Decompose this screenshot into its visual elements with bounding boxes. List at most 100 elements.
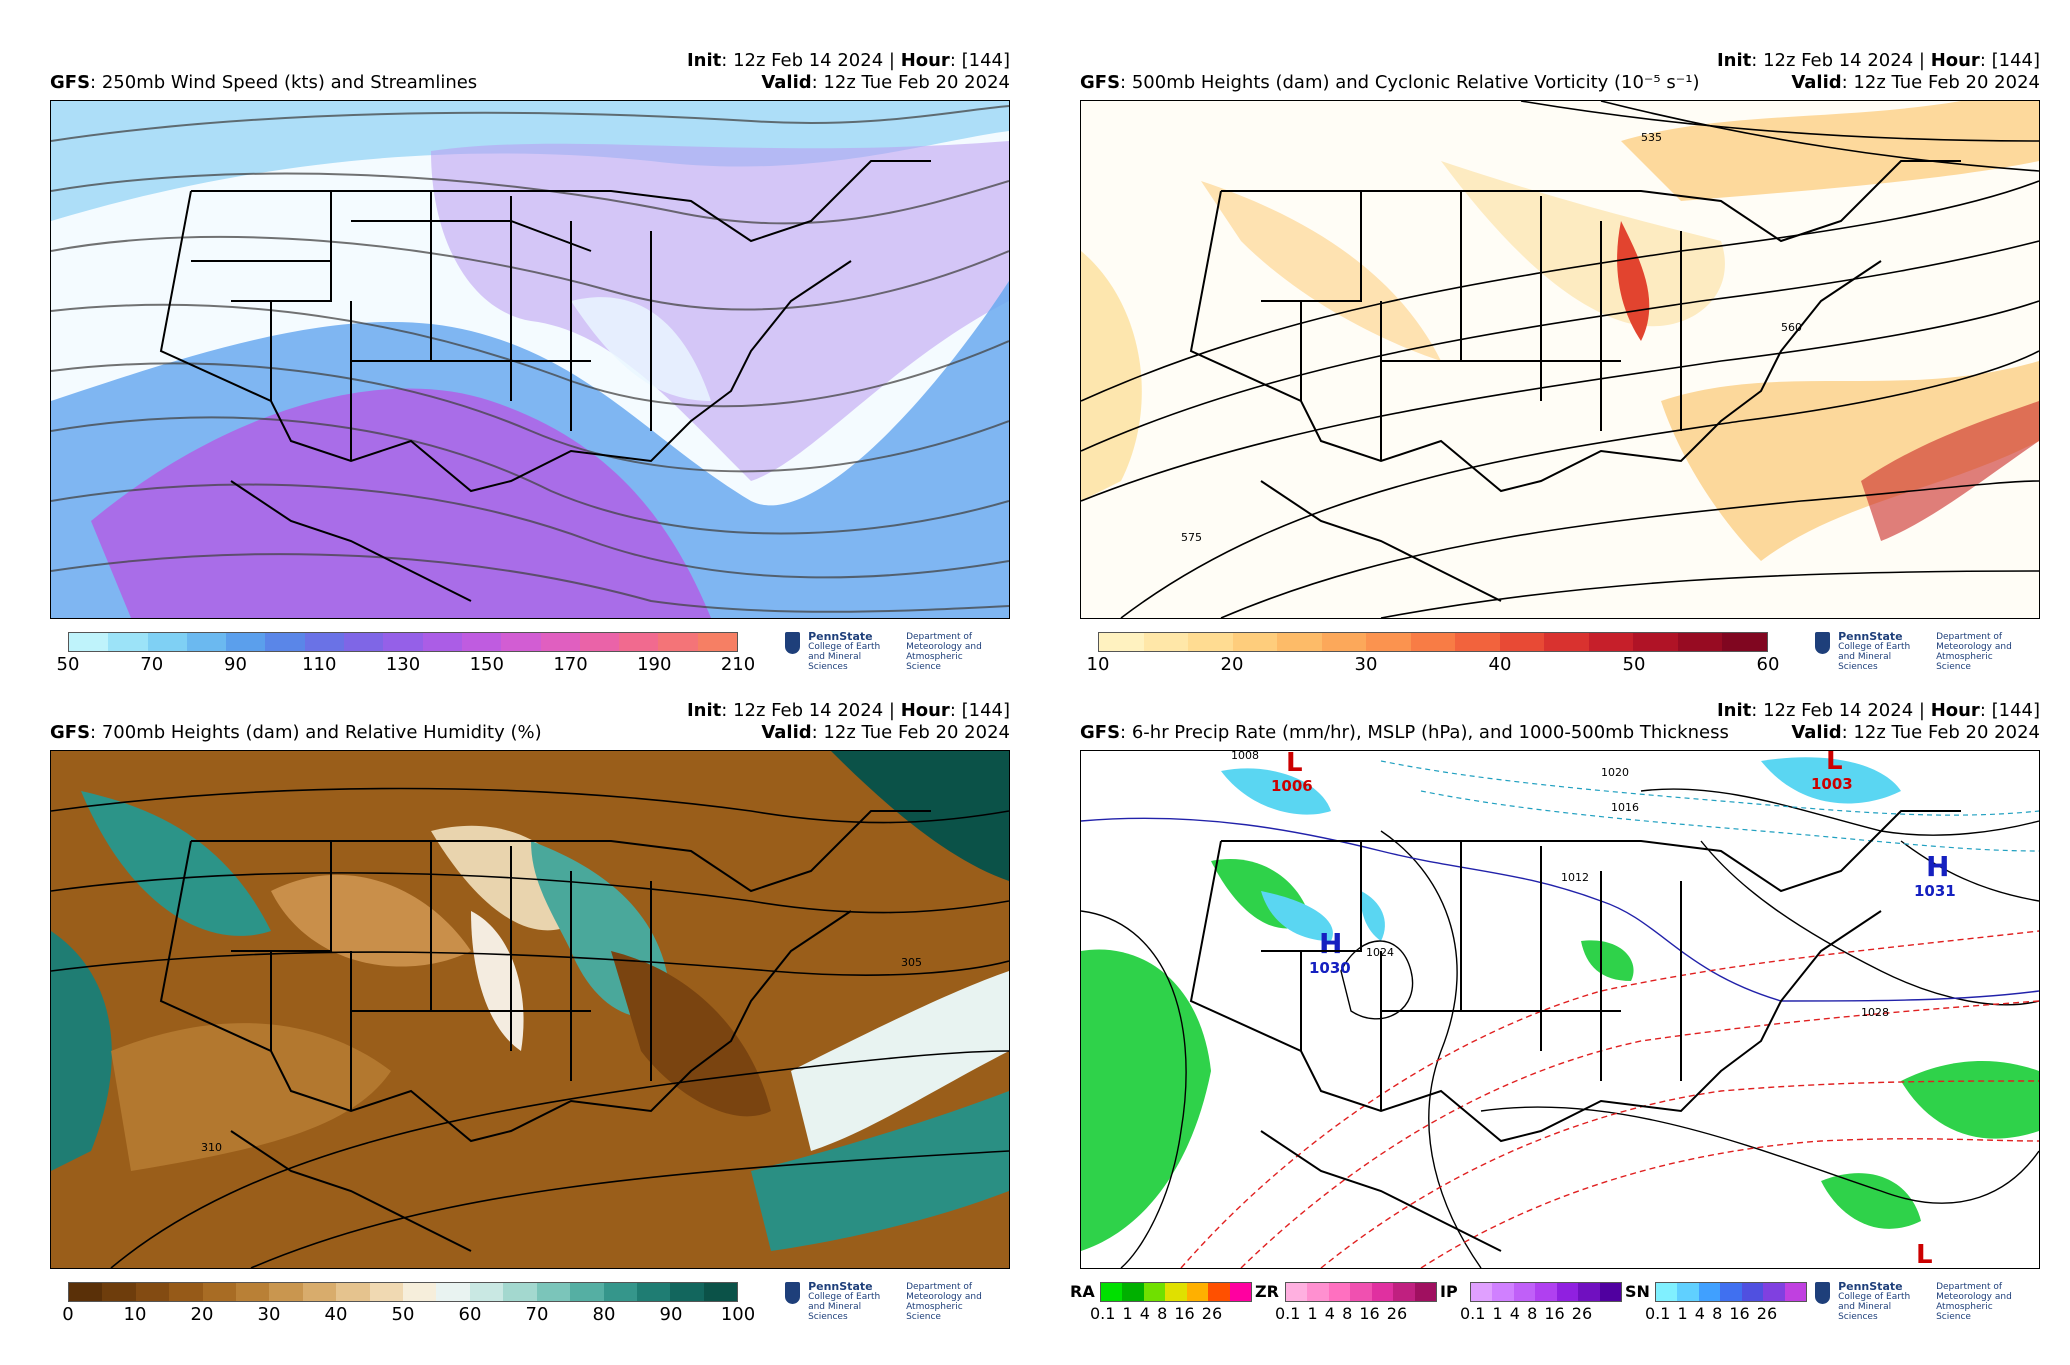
colorbar-swatch — [186, 633, 227, 651]
colorbar-tick-label: 30 — [1354, 654, 1378, 675]
svg-text:1003: 1003 — [1811, 775, 1853, 793]
colorbar-vort500: 10 20 30 40 50 60 — [1087, 632, 1780, 676]
ptype-swatch — [1286, 1283, 1308, 1301]
colorbar-ticks: 0 10 20 30 40 50 60 70 80 90 100 — [62, 1302, 755, 1326]
ptype-swatch — [1186, 1283, 1209, 1301]
ptype-swatch — [1656, 1283, 1678, 1301]
pennstate-logo: PennState College of Earth and Mineral Sci… — [1815, 1281, 2025, 1322]
colorbar-swatch — [269, 1283, 303, 1301]
colorbar-swatch — [102, 1283, 136, 1301]
colorbar-swatch — [236, 1283, 270, 1301]
colorbar-wind250: 50 70 90 110 130 150 170 190 210 — [57, 632, 756, 676]
svg-text:H: H — [1926, 850, 1949, 883]
valid-line: Valid: 12z Tue Feb 20 2024 — [1791, 722, 2040, 743]
colorbar-swatch — [579, 633, 620, 651]
svg-text:L: L — [1826, 751, 1843, 776]
pennstate-logo: PennState College of Earth and Mineral Sci… — [785, 1281, 995, 1322]
state-borders — [159, 160, 931, 602]
colorbar-ticks: 10 20 30 40 50 60 — [1087, 652, 1780, 676]
ptype-swatch — [1229, 1283, 1251, 1301]
colorbar-swatch — [1321, 633, 1367, 651]
colorbar-tick-label: 20 — [1220, 654, 1244, 675]
svg-text:L: L — [1286, 751, 1303, 778]
colorbar-tick-label: 70 — [525, 1304, 549, 1325]
contour-label: 310 — [201, 1141, 222, 1154]
state-borders — [1189, 160, 1961, 602]
pennstate-shield-icon — [1815, 632, 1831, 654]
ptype-swatch — [1784, 1283, 1806, 1301]
colorbar-swatch — [226, 633, 266, 651]
colorbar-tick-label: 150 — [469, 654, 504, 675]
isobar-label: 1016 — [1611, 801, 1639, 814]
colorbar-swatch — [1143, 633, 1189, 651]
colorbar-swatch — [336, 1283, 370, 1301]
ptype-swatch — [1165, 1283, 1187, 1301]
svg-text:L: L — [1916, 1240, 1933, 1268]
ptype-swatch — [1599, 1283, 1621, 1301]
colorbar-ticks: 50 70 90 110 130 150 170 190 210 — [57, 652, 756, 676]
colorbar-rh700: 0 10 20 30 40 50 60 70 80 90 100 — [62, 1282, 755, 1326]
panel-wind250: Init: 12z Feb 14 2024 | Hour: [144] GFS:… — [50, 50, 1010, 705]
isobar-label: 1028 — [1861, 1006, 1889, 1019]
colorbar-swatch — [1188, 633, 1233, 651]
init-line: Init: 12z Feb 14 2024 | Hour: [144] — [686, 50, 1010, 71]
pennstate-shield-icon — [785, 632, 801, 654]
colorbar-swatch — [603, 1283, 637, 1301]
colorbar-swatch — [1722, 633, 1767, 651]
ptype-swatch — [1492, 1283, 1514, 1301]
colorbar-swatch — [503, 1283, 537, 1301]
isobar-label: 1020 — [1601, 766, 1629, 779]
colorbar-swatch — [344, 633, 384, 651]
ptype-swatch — [1307, 1283, 1329, 1301]
thickness-lines-cold — [1380, 760, 2039, 852]
colorbar-swatch — [670, 1283, 704, 1301]
colorbar-swatch — [1588, 633, 1634, 651]
colorbar-swatch — [108, 633, 148, 651]
colorbar-tick-label: 30 — [257, 1304, 281, 1325]
colorbar-swatch — [383, 633, 423, 651]
panel-vort500: Init: 12z Feb 14 2024 | Hour: [144] GFS:… — [1080, 50, 2040, 705]
panel-title: GFS: 500mb Heights (dam) and Cyclonic Re… — [1080, 72, 1700, 93]
colorbar-swatch — [369, 1283, 404, 1301]
colorbar-swatch — [422, 633, 462, 651]
colorbar-tick-label: 210 — [720, 654, 756, 675]
colorbar-tick-label: 60 — [1756, 654, 1780, 675]
colorbar-swatch — [461, 633, 502, 651]
colorbar-swatch — [202, 1283, 237, 1301]
ptype-swatch — [1513, 1283, 1536, 1301]
colorbar-swatch — [1232, 633, 1278, 651]
colorbar-tick-label: 80 — [592, 1304, 616, 1325]
colorbar-swatch — [1277, 633, 1322, 651]
contour-label: 305 — [901, 956, 922, 969]
svg-text:1006: 1006 — [1271, 777, 1313, 795]
pennstate-logo: PennState College of Earth and Mineral Sci… — [1815, 631, 2025, 672]
ptype-swatch — [1578, 1283, 1600, 1301]
ptype-swatch — [1122, 1283, 1144, 1301]
init-line: Init: 12z Feb 14 2024 | Hour: [144] — [686, 700, 1010, 721]
colorbar-swatch — [636, 1283, 671, 1301]
svg-text:1031: 1031 — [1914, 882, 1956, 900]
colorbar-swatch — [1366, 633, 1411, 651]
map-vort500: 535 560 575 — [1080, 100, 2040, 619]
colorbar-tick-label: 190 — [637, 654, 672, 675]
map-precip: L 1006 L 1003 H 1030 H 1031 L 1008 1012 … — [1080, 750, 2040, 1269]
colorbar-swatch — [501, 633, 541, 651]
colorbar-swatch — [265, 633, 305, 651]
isobar-label: 1012 — [1561, 871, 1589, 884]
panel-title: GFS: 6-hr Precip Rate (mm/hr), MSLP (hPa… — [1080, 722, 1729, 743]
ptype-swatch — [1535, 1283, 1557, 1301]
colorbar-swatch — [69, 633, 109, 651]
height-contours — [1081, 101, 2039, 618]
colorbar-swatch — [536, 1283, 571, 1301]
colorbar-swatches — [1098, 632, 1768, 652]
state-borders — [159, 810, 931, 1252]
init-line: Init: 12z Feb 14 2024 | Hour: [144] — [1716, 700, 2040, 721]
colorbar-tick-label: 0 — [62, 1304, 74, 1325]
colorbar-tick-label: 90 — [659, 1304, 683, 1325]
pennstate-shield-icon — [1815, 1282, 1831, 1304]
ptype-swatch — [1208, 1283, 1230, 1301]
colorbar-tick-label: 50 — [391, 1304, 415, 1325]
panel-title: GFS: 700mb Heights (dam) and Relative Hu… — [50, 722, 542, 743]
pressure-center-low: L 1003 — [1811, 751, 1853, 793]
map-rh700: 305 310 — [50, 750, 1010, 1269]
